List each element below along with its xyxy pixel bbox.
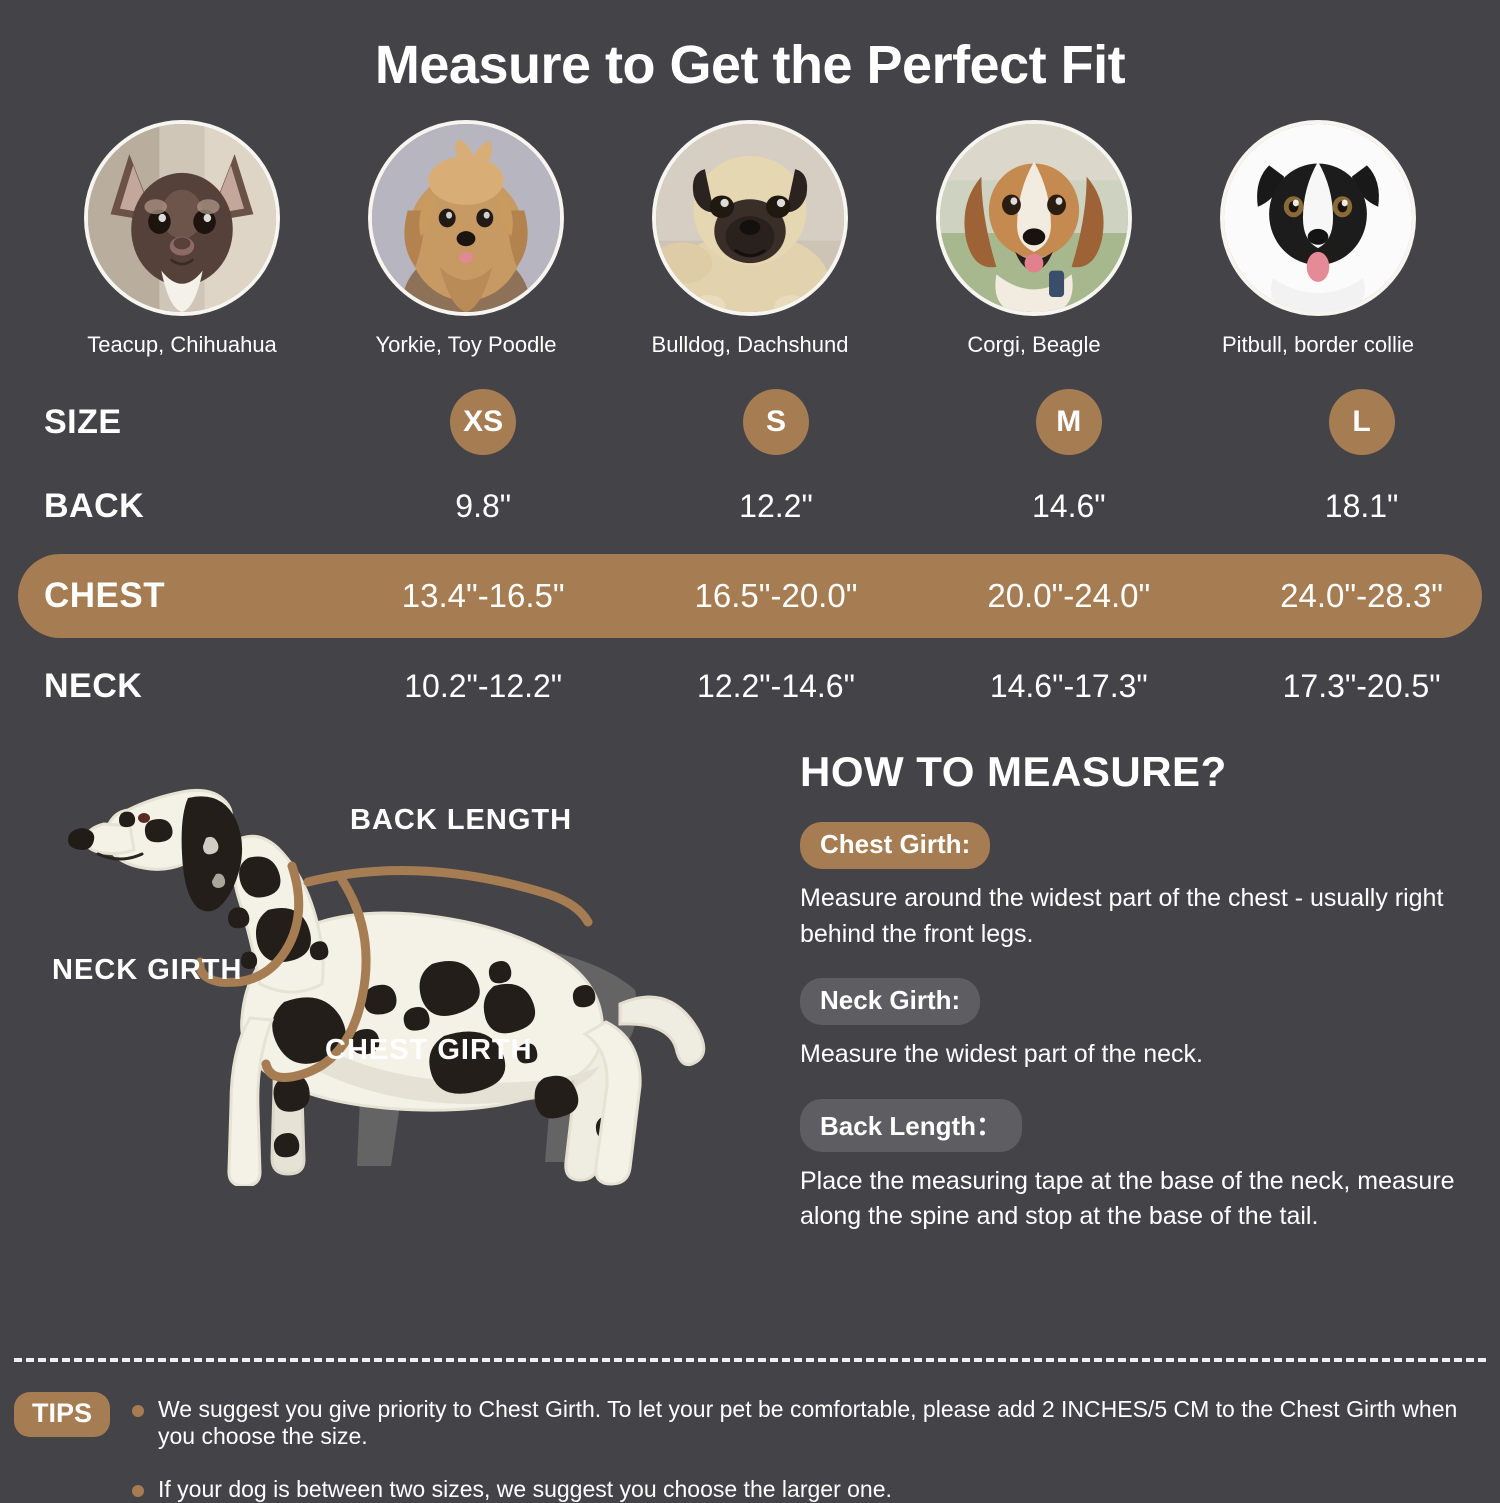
back-value-xs: 9.8" — [455, 487, 512, 524]
row-header-back: BACK — [44, 486, 145, 525]
size-cell: S — [630, 389, 923, 455]
back-value-s: 12.2" — [739, 487, 813, 524]
neck-value-l: 17.3"-20.5" — [1282, 667, 1441, 704]
back-length-description: Place the measuring tape at the base of … — [800, 1166, 1455, 1231]
tips-list: We suggest you give priority to Chest Gi… — [132, 1392, 1486, 1503]
size-cell: L — [1215, 389, 1500, 455]
size-badge-s: S — [742, 389, 809, 455]
back-value-m: 14.6" — [1031, 487, 1106, 524]
tips-section: TIPS We suggest you give priority to Che… — [14, 1392, 1486, 1503]
bullet-icon — [132, 1485, 145, 1497]
yorkie-photo — [368, 120, 564, 316]
table-row-neck: NECK 10.2"-12.2" 12.2"-14.6" 14.6"-17.3"… — [18, 644, 1482, 728]
how-to-measure-section: HOW TO MEASURE? Chest Girth: Measure aro… — [780, 746, 1480, 1261]
neck-girth-description: Measure the widest part of the neck. — [800, 1040, 1203, 1068]
breed-label: Corgi, Beagle — [967, 332, 1101, 357]
breed-column: Teacup, Chihuahua — [40, 120, 324, 358]
back-value-l: 18.1" — [1324, 487, 1399, 524]
measure-item-back: Back Length： Place the measuring tape at… — [800, 1098, 1480, 1235]
size-badge-m: M — [1035, 389, 1102, 455]
tips-badge: TIPS — [14, 1392, 111, 1437]
back-length-label: BACK LENGTH — [350, 804, 573, 836]
neck-value-m: 14.6"-17.3" — [989, 667, 1148, 704]
row-header-chest: CHEST — [44, 576, 166, 615]
size-badge-l: L — [1328, 389, 1395, 455]
list-item: If your dog is between two sizes, we sug… — [132, 1476, 1486, 1503]
chest-value-s: 16.5"-20.0" — [694, 577, 858, 614]
breed-label: Bulldog, Dachshund — [651, 332, 849, 357]
breed-column: Bulldog, Dachshund — [608, 120, 892, 358]
breed-column: Yorkie, Toy Poodle — [324, 120, 608, 358]
chihuahua-photo — [84, 120, 280, 316]
neck-value-xs: 10.2"-12.2" — [404, 667, 563, 704]
bullet-icon — [132, 1405, 145, 1417]
size-cell: XS — [337, 389, 630, 455]
dalmatian-illustration — [68, 788, 706, 1186]
border-collie-photo — [1220, 120, 1416, 316]
measure-item-neck: Neck Girth: Measure the widest part of t… — [800, 978, 1480, 1073]
chest-girth-description: Measure around the widest part of the ch… — [800, 884, 1444, 948]
chest-value-l: 24.0"-28.3" — [1280, 577, 1444, 614]
lower-section: BACK LENGTH NECK GIRTH CHEST GIRTH HOW T… — [0, 746, 1500, 1261]
beagle-photo — [936, 120, 1132, 316]
breed-column: Corgi, Beagle — [892, 120, 1176, 358]
breed-label: Teacup, Chihuahua — [87, 332, 277, 357]
dashed-divider — [14, 1358, 1486, 1362]
size-badge-xs: XS — [450, 389, 517, 455]
breed-label: Yorkie, Toy Poodle — [375, 332, 557, 357]
row-header-neck: NECK — [44, 666, 143, 705]
list-item: We suggest you give priority to Chest Gi… — [132, 1396, 1486, 1450]
table-row-back: BACK 9.8" 12.2" 14.6" 18.1" 21.3" — [18, 464, 1482, 548]
breed-column: Pitbull, border collie — [1176, 120, 1460, 358]
pug-photo — [652, 120, 848, 316]
neck-girth-pill: Neck Girth: — [800, 978, 981, 1025]
breed-row: Teacup, Chihuahua Yor — [0, 120, 1500, 358]
how-to-measure-title: HOW TO MEASURE? — [800, 748, 1227, 795]
tip-text: If your dog is between two sizes, we sug… — [158, 1476, 892, 1502]
neck-value-s: 12.2"-14.6" — [697, 667, 855, 704]
page-title: Measure to Get the Perfect Fit — [374, 35, 1126, 95]
dog-measurement-diagram: BACK LENGTH NECK GIRTH CHEST GIRTH — [20, 746, 780, 1186]
chest-value-m: 20.0"-24.0" — [987, 577, 1151, 614]
neck-girth-label: NECK GIRTH — [52, 954, 243, 986]
table-row-chest: CHEST 13.4"-16.5" 16.5"-20.0" 20.0"-24.0… — [18, 554, 1482, 638]
size-cell: M — [922, 389, 1215, 455]
tip-text: We suggest you give priority to Chest Gi… — [158, 1396, 1458, 1449]
breed-label: Pitbull, border collie — [1222, 332, 1414, 357]
back-length-pill: Back Length： — [800, 1098, 1023, 1152]
measure-item-chest: Chest Girth: Measure around the widest p… — [800, 822, 1480, 952]
chest-value-xs: 13.4"-16.5" — [401, 577, 565, 614]
row-header-size: SIZE — [44, 402, 122, 441]
size-table: SIZE XS S M L XL BACK 9.8" 12.2" 14.6" 1… — [0, 380, 1500, 728]
chest-girth-label: CHEST GIRTH — [325, 1034, 533, 1066]
chest-girth-pill: Chest Girth: — [800, 822, 991, 869]
table-row-size: SIZE XS S M L XL — [18, 380, 1482, 464]
